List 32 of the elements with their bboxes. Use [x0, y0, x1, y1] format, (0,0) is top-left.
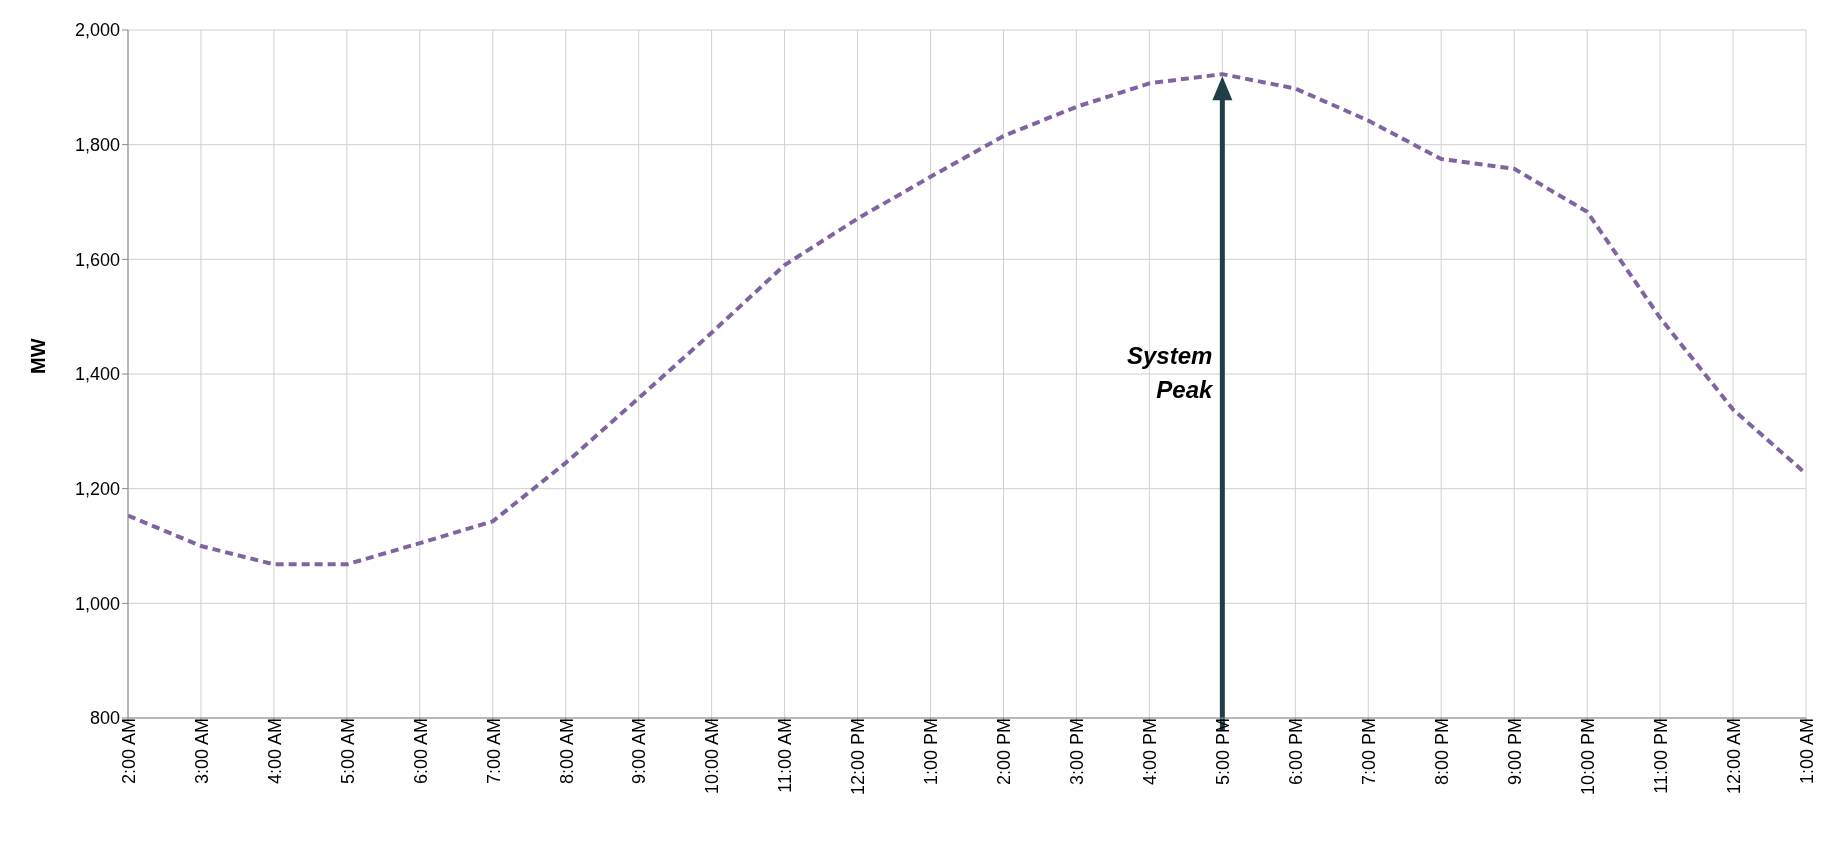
x-tick-label: 2:00 PM [994, 718, 1015, 786]
x-tick-label: 8:00 PM [1432, 718, 1452, 786]
y-tick-label: 1,400 [74, 364, 120, 385]
y-tick-label: 800 [89, 708, 120, 729]
x-tick-label: 6:00 PM [1286, 718, 1307, 786]
x-tick-label: 7:00 PM [1359, 718, 1380, 786]
x-tick-label: 10:00 AM [702, 718, 723, 795]
ref-line-label: System Peak [1126, 342, 1214, 404]
x-tick-label: 12:00 PM [848, 718, 869, 796]
x-tick-label: 3:00 AM [191, 718, 212, 785]
x-tick-label: 3:00 PM [1067, 718, 1088, 786]
x-tick-label: 1:00 AM [1796, 718, 1817, 785]
x-tick-label: 9:00 PM [1504, 718, 1525, 786]
y-tick-label: 1,200 [74, 479, 120, 500]
x-tick-label: 6:00 AM [410, 718, 431, 785]
x-tick-label: 4:00 AM [264, 718, 285, 785]
x-tick-label: 5:00 PM [1213, 718, 1234, 786]
x-tick-label: 7:00 AM [483, 718, 504, 785]
y-tick-label: 1,000 [74, 593, 120, 614]
y-tick-label: 2,000 [74, 20, 120, 41]
y-axis-title: MW [27, 338, 50, 374]
y-tick-label: 1,800 [74, 135, 120, 156]
x-tick-label: 4:00 PM [1140, 718, 1161, 786]
x-tick-label: 9:00 AM [629, 718, 650, 785]
x-tick-label: 8:00 AM [556, 718, 577, 785]
x-tick-label: 10:00 PM [1577, 718, 1598, 796]
x-tick-label: 5:00 AM [337, 718, 358, 785]
x-tick-label: 11:00 AM [775, 718, 796, 793]
x-tick-label: 11:00 PM [1650, 718, 1671, 794]
y-tick-label: 1,600 [74, 249, 120, 270]
x-tick-label: 1:00 PM [921, 718, 942, 786]
x-tick-label: 12:00 AM [1723, 718, 1744, 795]
